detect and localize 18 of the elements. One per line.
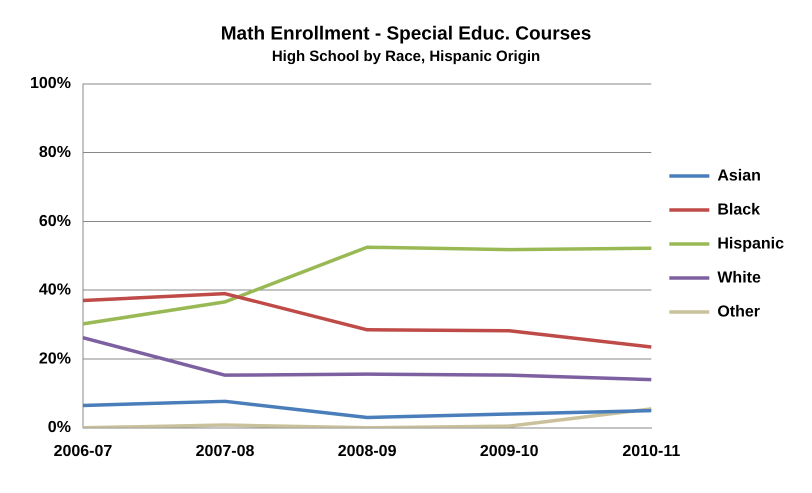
- x-tick-label: 2010-11: [622, 442, 680, 460]
- legend-label: White: [717, 269, 761, 286]
- y-tick-label: 20%: [38, 350, 71, 368]
- x-tick-label: 2009-10: [480, 442, 539, 460]
- chart-subtitle: High School by Race, Hispanic Origin: [272, 48, 540, 65]
- x-tick-label: 2007-08: [196, 442, 254, 460]
- y-tick-label: 40%: [38, 282, 71, 299]
- y-tick-label: 100%: [30, 75, 71, 92]
- chart-title: Math Enrollment - Special Educ. Courses: [220, 24, 592, 45]
- legend-label: Asian: [717, 167, 761, 184]
- legend-label: Other: [717, 303, 760, 320]
- y-tick-label: 60%: [38, 212, 71, 230]
- x-tick-label: 2008-09: [338, 442, 397, 460]
- x-tick-label: 2006-07: [54, 442, 112, 460]
- y-tick-label: 80%: [38, 144, 71, 162]
- legend-label: Black: [717, 201, 760, 218]
- y-tick-label: 0%: [48, 419, 71, 436]
- legend-label: Hispanic: [717, 235, 784, 252]
